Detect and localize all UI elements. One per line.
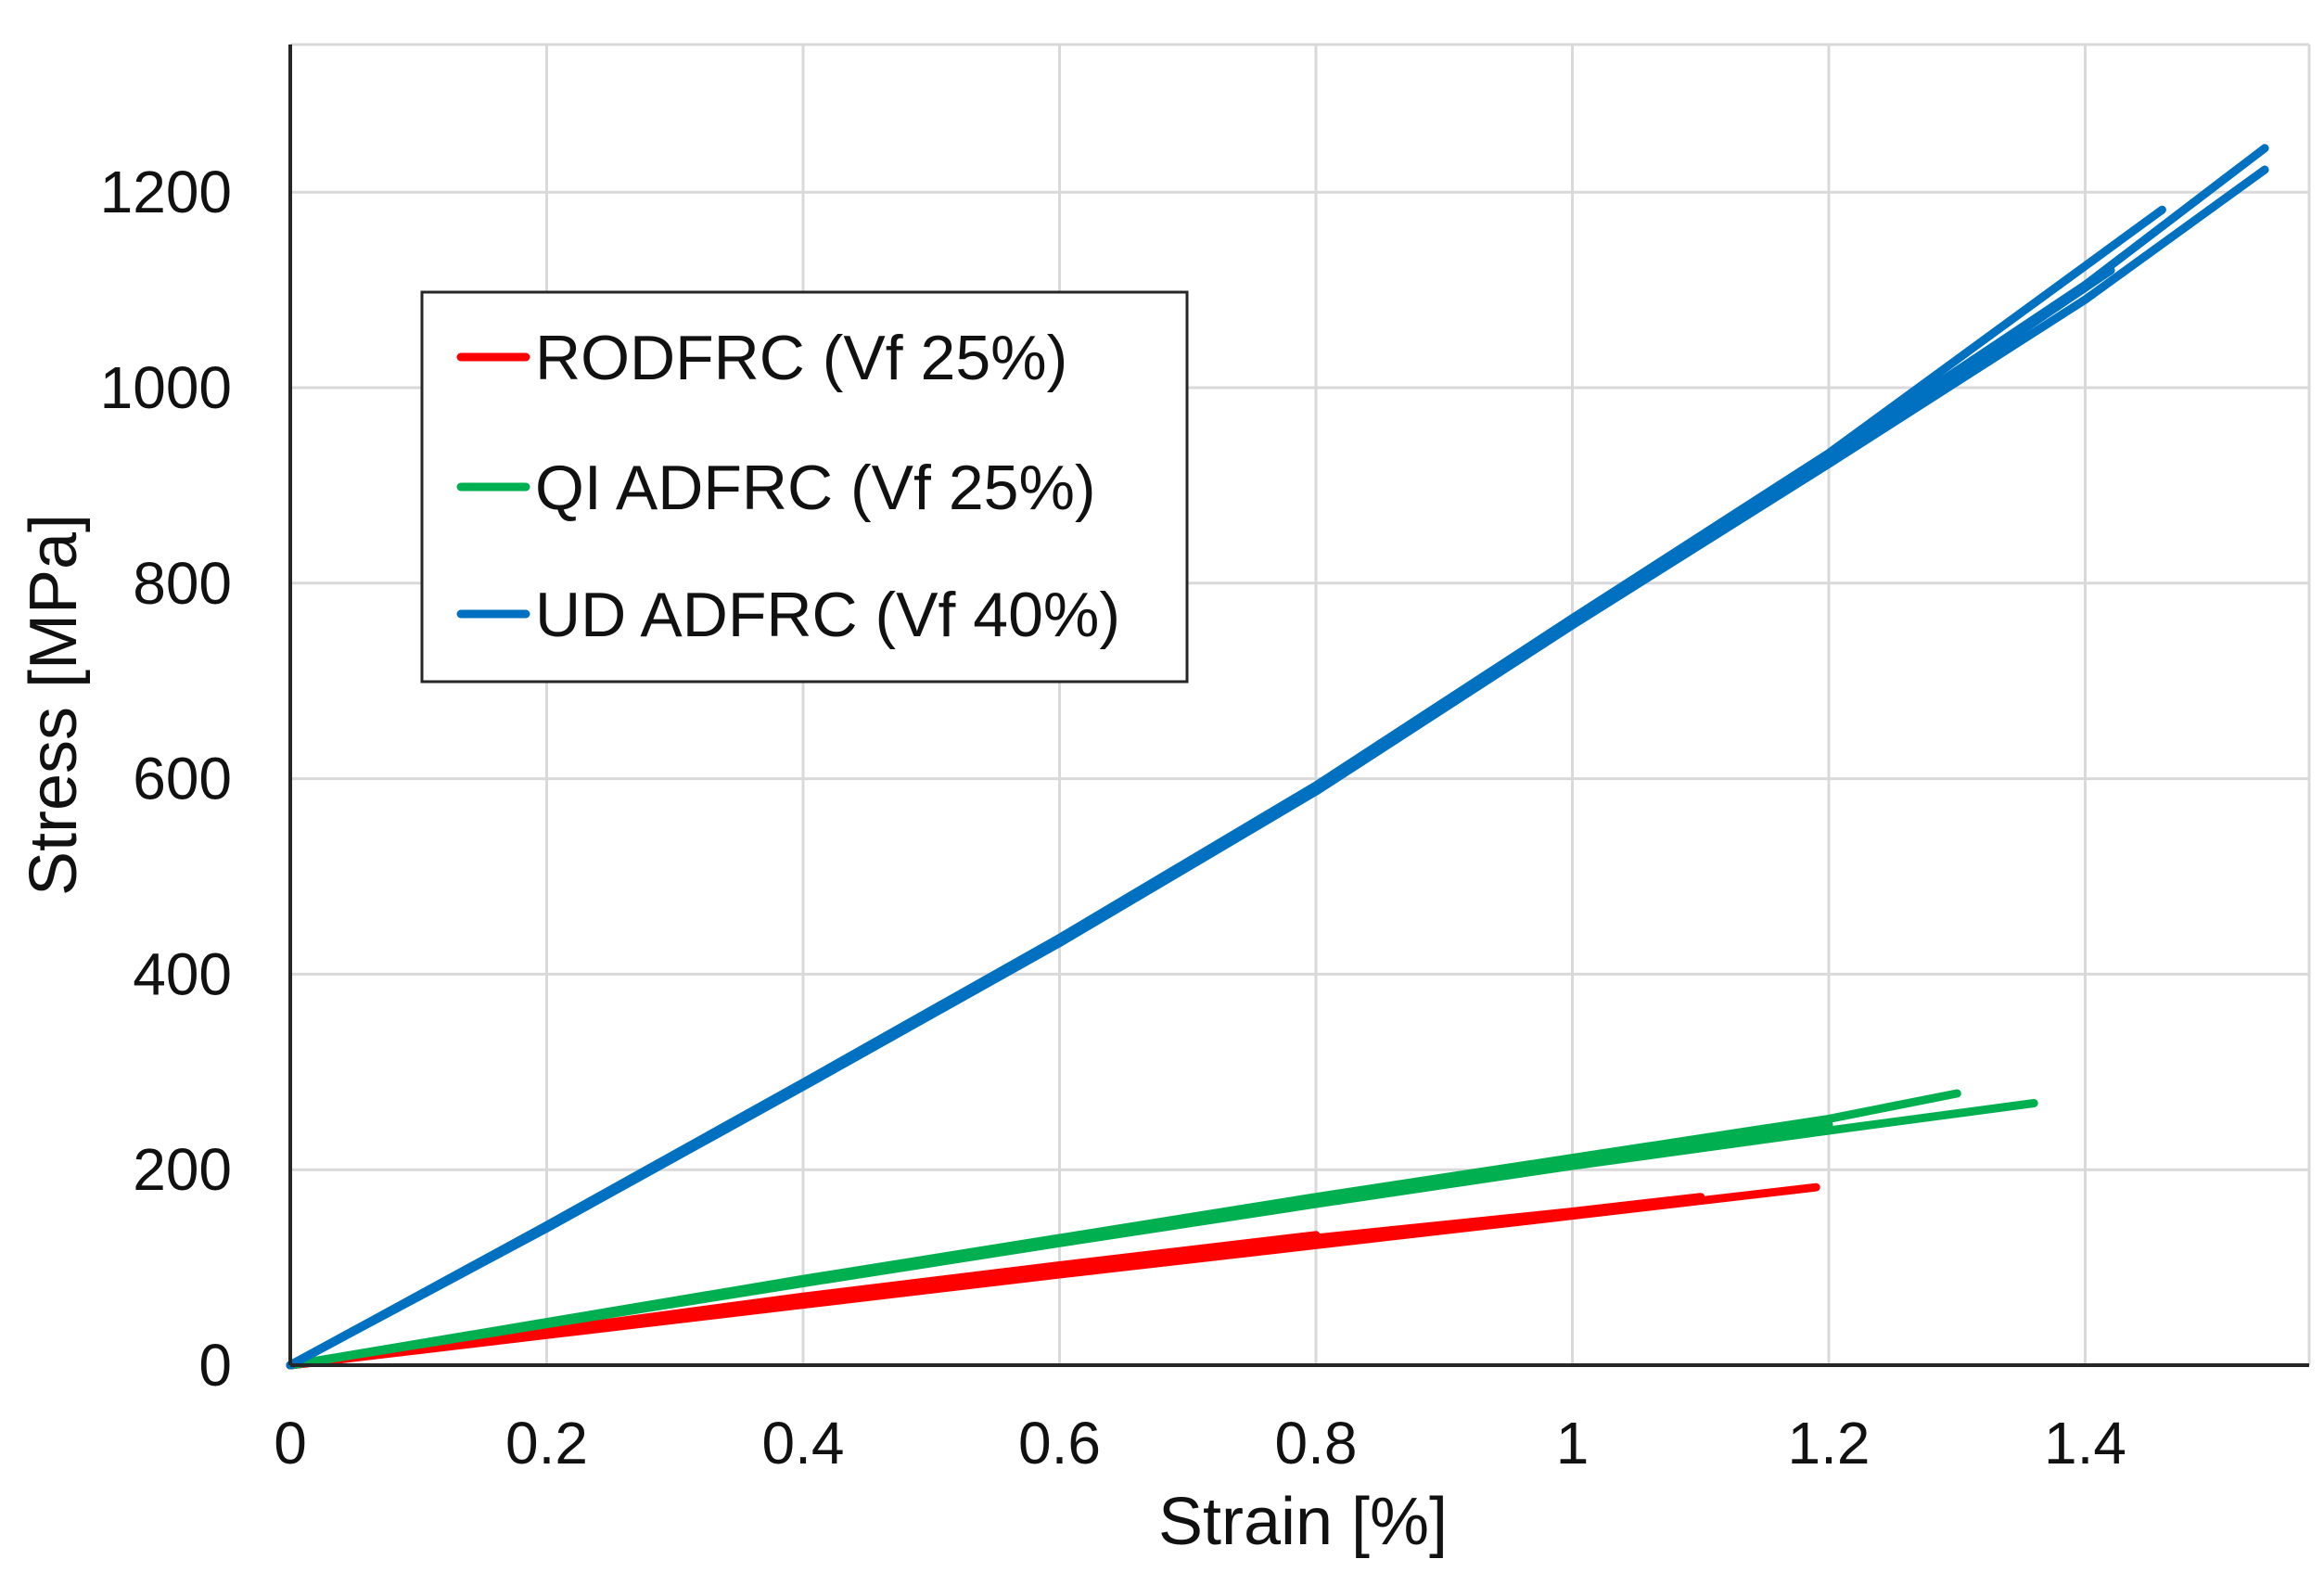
- y-tick-label: 1200: [100, 159, 232, 225]
- legend-label: QI ADFRC (Vf 25%): [535, 453, 1096, 523]
- series-group: [286, 144, 2269, 1370]
- legend-label: UD ADFRC (Vf 40%): [535, 580, 1120, 650]
- axes: [288, 45, 2309, 1367]
- x-tick-label: 1: [1556, 1410, 1590, 1476]
- x-tick-label: 1.2: [1788, 1410, 1871, 1476]
- legend: RODFRC (Vf 25%) QI ADFRC (Vf 25%) UD ADFRC…: [420, 290, 1189, 684]
- series-line: [286, 205, 2166, 1370]
- x-axis-title: Strain [%]: [1158, 1485, 1448, 1559]
- x-tick-label: 0.8: [1275, 1410, 1358, 1476]
- legend-box: [420, 290, 1189, 684]
- y-tick-label: 0: [198, 1332, 232, 1399]
- tick-labels: 0 0.2 0.4 0.6 0.8 1 1.2 1.4 0 200 400 600 800 1000 120…: [100, 159, 2126, 1476]
- y-tick-label: 400: [133, 940, 232, 1007]
- x-tick-label: 1.4: [2044, 1410, 2126, 1476]
- series-curves: [286, 144, 2269, 1370]
- y-tick-label: 600: [133, 746, 232, 812]
- legend-label: RODFRC (Vf 25%): [535, 323, 1067, 393]
- x-tick-label: 0.4: [762, 1410, 845, 1476]
- series-group: [286, 1182, 1820, 1370]
- y-tick-label: 1000: [100, 354, 232, 421]
- y-axis-title: Stress [MPa]: [17, 514, 91, 896]
- series-line: [286, 1231, 1321, 1370]
- series-group: [286, 1089, 2038, 1370]
- x-tick-label: 0.2: [505, 1410, 588, 1476]
- series-line: [286, 1120, 1833, 1370]
- gridlines: [290, 43, 2311, 1365]
- x-tick-label: 0: [274, 1410, 307, 1476]
- y-tick-label: 200: [133, 1136, 232, 1203]
- x-tick-label: 0.6: [1018, 1410, 1101, 1476]
- y-tick-label: 800: [133, 550, 232, 617]
